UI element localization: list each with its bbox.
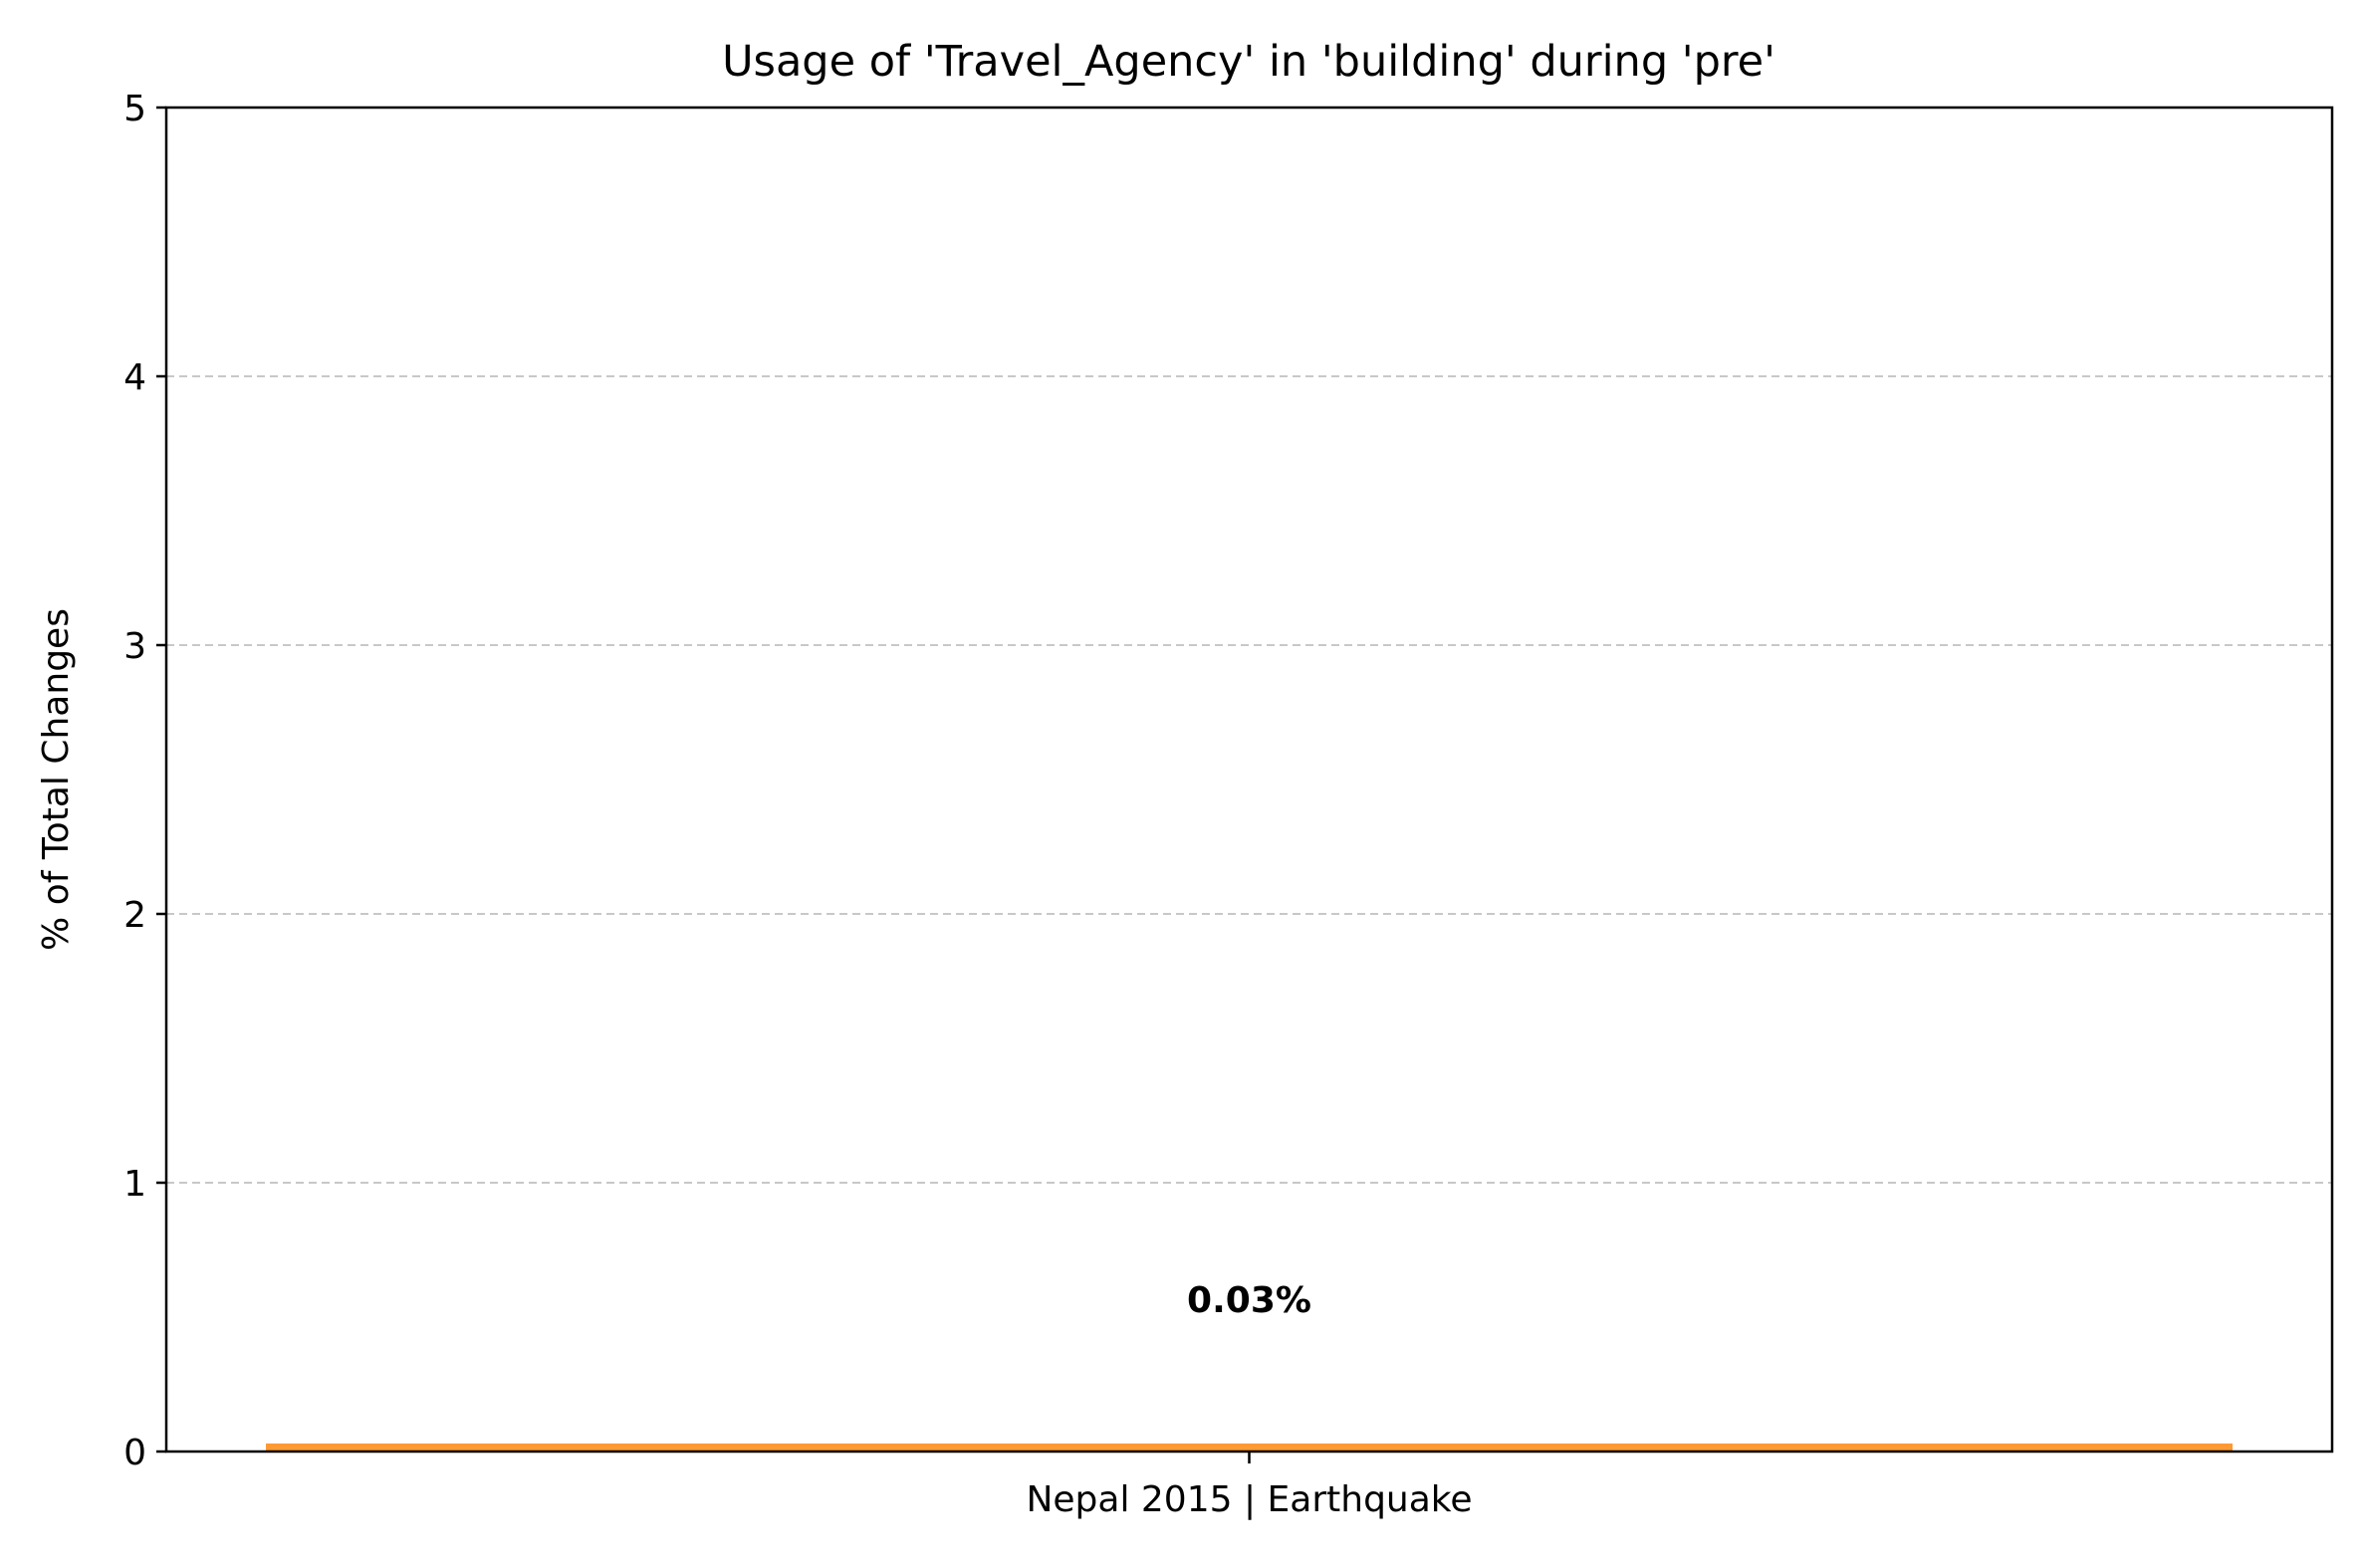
y-tick-label-0: 0: [123, 1433, 146, 1473]
y-tick-label-2: 2: [123, 895, 146, 936]
chart-title: Usage of 'Travel_Agency' in 'building' d…: [722, 37, 1775, 87]
y-tick-label-3: 3: [123, 626, 146, 667]
y-tick-label-5: 5: [123, 89, 146, 129]
data-labels: 0.03%: [1187, 1280, 1311, 1321]
y-tick-label-1: 1: [123, 1164, 146, 1205]
y-axis-title: % of Total Changes: [36, 608, 77, 951]
bars: [266, 1443, 2233, 1452]
x-tick-label-0: Nepal 2015 | Earthquake: [1026, 1479, 1472, 1520]
plot-frame: [164, 106, 2334, 1454]
y-tick-label-4: 4: [123, 357, 146, 398]
gridlines: [166, 375, 2332, 1184]
bar-0: [266, 1443, 2233, 1452]
data-label-0: 0.03%: [1187, 1280, 1311, 1321]
x-axis-ticks: Nepal 2015 | Earthquake: [1026, 1452, 1473, 1520]
y-axis-ticks: 0 1 2 3 4 5: [123, 89, 166, 1473]
